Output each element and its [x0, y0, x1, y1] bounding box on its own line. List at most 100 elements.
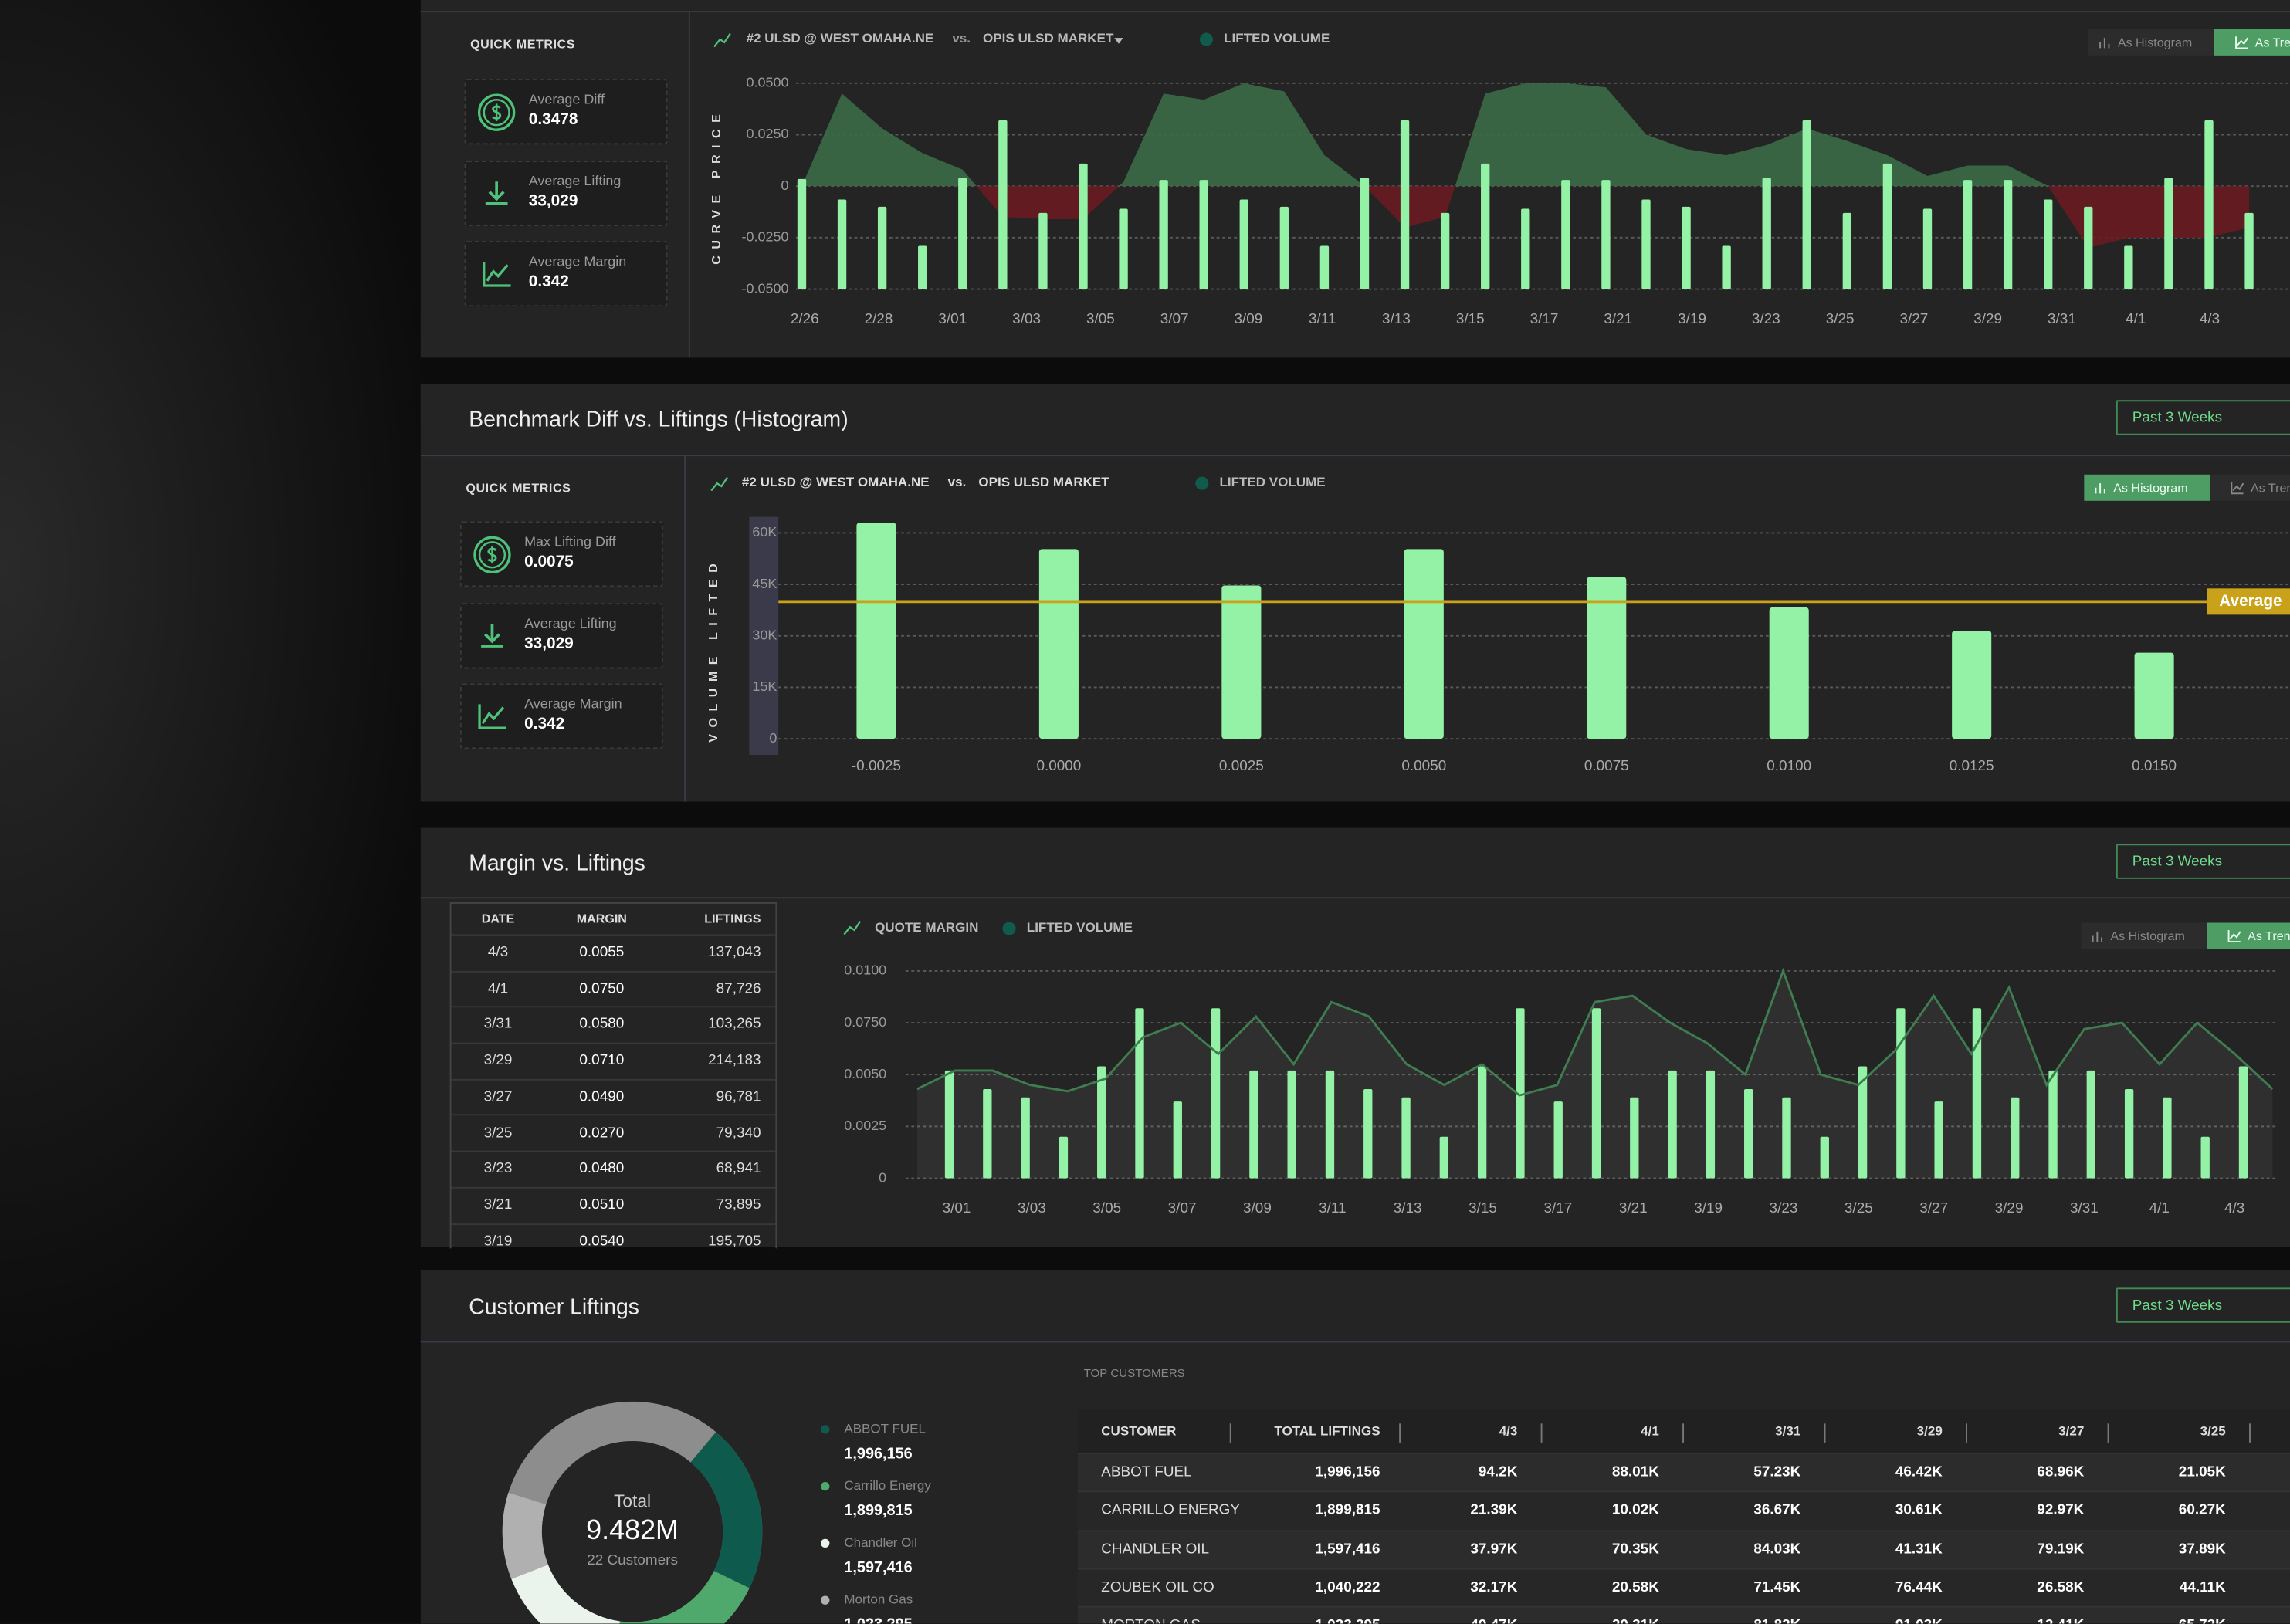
- toggle-icon: [2092, 931, 2102, 942]
- x-tick-label: 3/07: [1168, 1200, 1197, 1216]
- legend-value: 1,996,156: [844, 1445, 912, 1462]
- toggle-label[interactable]: As Histogram: [2117, 35, 2193, 50]
- table-cell: 87,726: [716, 980, 761, 997]
- donut-total: 9.482M: [586, 1514, 679, 1545]
- bar: [1211, 1008, 1221, 1179]
- bar: [1287, 1070, 1296, 1179]
- column-header: 4/1: [1641, 1423, 1659, 1439]
- bar: [1363, 1089, 1373, 1179]
- bar: [1722, 245, 1731, 289]
- view-toggle[interactable]: As Histogram: [2088, 29, 2214, 56]
- bar: [1769, 607, 1809, 739]
- x-tick-label: 3/05: [1086, 311, 1115, 327]
- view-toggle[interactable]: As Trend: [2214, 29, 2290, 56]
- column-separator: [2249, 1423, 2251, 1443]
- view-toggle[interactable]: As Trend: [2209, 474, 2290, 501]
- table-cell: ABBOT FUEL: [1101, 1464, 1192, 1481]
- legend-dot: [1002, 922, 1016, 935]
- column-separator: [1540, 1423, 1543, 1443]
- table-cell: 0.0750: [579, 980, 625, 997]
- section-label: QUICK METRICS: [470, 36, 576, 52]
- legend-label: #2 ULSD @ WEST OMAHA.NE: [746, 30, 934, 46]
- x-tick-label: 3/01: [943, 1200, 971, 1216]
- legend-label: Morton Gas: [844, 1592, 913, 1607]
- y-tick-label: 0.0100: [844, 963, 886, 978]
- metric-icon: [477, 93, 516, 131]
- bar: [1440, 212, 1450, 289]
- range-button[interactable]: Past 3 Weeks: [2116, 1287, 2290, 1323]
- x-tick-label: 3/13: [1394, 1200, 1422, 1216]
- table-cell: 3/31: [483, 1017, 513, 1034]
- bar: [1400, 120, 1410, 289]
- table-cell: 20.58K: [1611, 1579, 1659, 1596]
- legend-label: LIFTED VOLUME: [1026, 919, 1133, 935]
- table-cell: 70.35K: [1611, 1541, 1659, 1558]
- range-button[interactable]: Past 3 Weeks: [2116, 400, 2290, 435]
- bar: [1782, 1097, 1791, 1179]
- data-table: DATE MARGIN LIFTINGS 4/3 0.0055 137,043 4/1 0.0…: [449, 902, 777, 1249]
- x-tick-label: 3/27: [1899, 311, 1928, 327]
- column-separator: [1399, 1423, 1401, 1443]
- table-cell: 3/29: [483, 1053, 513, 1069]
- toggle-label[interactable]: As Histogram: [2110, 929, 2185, 943]
- x-tick-label: 3/17: [1530, 311, 1559, 327]
- table-row: [1078, 1490, 2290, 1531]
- metric-label: Average Margin: [528, 254, 627, 270]
- legend-dot: [1199, 32, 1213, 46]
- table-cell: 76.44K: [1895, 1579, 1943, 1596]
- column-header: 3/29: [1916, 1423, 1943, 1439]
- bar: [2003, 180, 2013, 289]
- bar: [983, 1089, 992, 1179]
- table-cell: 37.89K: [2178, 1541, 2226, 1558]
- table-row: 3/29 0.0710 214,183: [451, 1043, 776, 1081]
- x-tick-label: 3/23: [1770, 1200, 1798, 1216]
- bar: [1601, 180, 1611, 289]
- x-tick-label: 4/1: [2149, 1200, 2170, 1216]
- x-tick-label: 3/15: [1456, 311, 1485, 327]
- bar: [1221, 585, 1262, 739]
- toggle-label[interactable]: As Trend: [2250, 480, 2290, 496]
- y-tick-label: -0.0500: [742, 280, 789, 296]
- bar: [1135, 1008, 1144, 1179]
- donut-segment: [511, 1565, 620, 1624]
- bar: [1896, 1008, 1906, 1179]
- legend-label: OPIS ULSD MARKET: [983, 30, 1114, 46]
- y-tick-label: 15K: [752, 678, 777, 694]
- x-tick-label: 3/23: [1752, 311, 1780, 327]
- y-tick-label: 0.0025: [844, 1118, 886, 1133]
- column-separator: [1682, 1423, 1685, 1443]
- bar: [1239, 199, 1248, 289]
- bar: [2044, 199, 2053, 289]
- table-cell: 88.01K: [1611, 1464, 1659, 1481]
- toggle-label[interactable]: As Histogram: [2113, 480, 2188, 496]
- table-row: 3/25 0.0270 79,340: [451, 1115, 776, 1152]
- table-cell: 36.67K: [1753, 1503, 1801, 1519]
- bar: [1173, 1101, 1182, 1179]
- view-toggle[interactable]: As Histogram: [2081, 922, 2207, 949]
- legend-dot: [821, 1481, 830, 1491]
- table-cell: 1,597,416: [1315, 1541, 1380, 1558]
- bar: [2200, 1136, 2210, 1179]
- bar: [1097, 1066, 1106, 1179]
- legend-dot: [1195, 476, 1209, 490]
- table-cell: 46.42K: [1895, 1464, 1943, 1481]
- bar: [2124, 245, 2133, 289]
- legend-value: 1,597,416: [844, 1559, 912, 1576]
- range-button[interactable]: Past 3 Weeks: [2116, 844, 2290, 879]
- legend-label: Chandler Oil: [844, 1535, 917, 1550]
- toggle-label[interactable]: As Trend: [2254, 35, 2290, 50]
- view-toggle[interactable]: As Trend: [2207, 922, 2290, 949]
- table-row: 4/3 0.0055 137,043: [451, 935, 776, 973]
- x-tick-label: 0.0125: [1950, 758, 1994, 774]
- x-tick-label: 3/15: [1469, 1200, 1497, 1216]
- metric-value: 0.3478: [528, 110, 578, 129]
- column-separator: [1824, 1423, 1826, 1443]
- table-cell: 71.45K: [1753, 1579, 1801, 1596]
- toggle-label[interactable]: As Trend: [2248, 929, 2290, 943]
- column-header: DATE: [481, 911, 515, 926]
- legend-label: Carrillo Energy: [844, 1478, 931, 1493]
- bar: [1021, 1097, 1030, 1179]
- section-label: QUICK METRICS: [466, 480, 571, 496]
- x-tick-label: 3/31: [2048, 311, 2076, 327]
- view-toggle[interactable]: As Histogram: [2084, 474, 2210, 501]
